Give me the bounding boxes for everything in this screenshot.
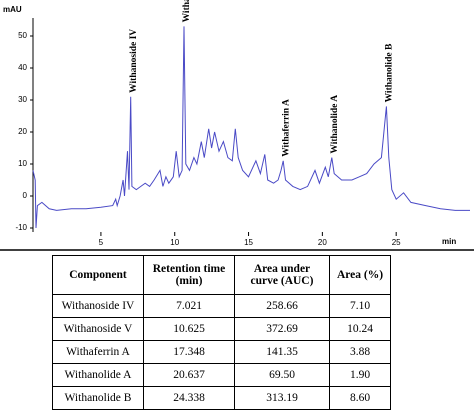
table-cell: Withaferrin A bbox=[52, 340, 144, 364]
table-cell: 7.10 bbox=[329, 294, 391, 318]
table-cell: 1.90 bbox=[329, 363, 391, 387]
y-tick-label: 40 bbox=[18, 63, 27, 72]
table-cell: 8.60 bbox=[329, 386, 391, 410]
table-cell: 372.69 bbox=[234, 317, 330, 341]
table-row: Withanoside IV 7.021 258.66 7.10 bbox=[52, 294, 391, 318]
table-cell: 258.66 bbox=[234, 294, 330, 318]
table-row: Withanolide A 20.637 69.50 1.90 bbox=[52, 363, 391, 387]
table-cell: 313.19 bbox=[234, 386, 330, 410]
table-row: Withanolide B 24.338 313.19 8.60 bbox=[52, 386, 391, 410]
x-tick-label: 25 bbox=[392, 238, 401, 247]
y-tick-label: 10 bbox=[18, 159, 27, 168]
header-cell: Area under curve (AUC) bbox=[234, 255, 330, 295]
trace bbox=[32, 26, 470, 229]
header-cell: Component bbox=[52, 255, 144, 295]
table-cell: 7.021 bbox=[143, 294, 235, 318]
header-row: Component Retention time (min) Area unde… bbox=[52, 255, 391, 295]
table-cell: 10.24 bbox=[329, 317, 391, 341]
chart: mAU min -10 0 10 20 30 40 50 5 10 15 20 25 Withanosi… bbox=[0, 0, 474, 251]
peak-label: Withanoside V bbox=[182, 0, 192, 22]
results-table: Component Retention time (min) Area unde… bbox=[52, 255, 391, 410]
y-tick-label: 30 bbox=[18, 95, 27, 104]
table-row: Withanoside V 10.625 372.69 10.24 bbox=[52, 317, 391, 341]
table-cell: Withanoside IV bbox=[52, 294, 144, 318]
header-cell: Area (%) bbox=[329, 255, 391, 295]
x-tick-label: 20 bbox=[318, 238, 327, 247]
table-cell: Withanolide B bbox=[52, 386, 144, 410]
table-row: Withaferrin A 17.348 141.35 3.88 bbox=[52, 340, 391, 364]
x-axis-label: min bbox=[442, 237, 456, 246]
table-body: Withanoside IV 7.021 258.66 7.10 Withanoside… bbox=[52, 294, 391, 410]
y-tick-label: 50 bbox=[18, 31, 27, 40]
x-tick-label: 10 bbox=[170, 238, 179, 247]
table-cell: 20.637 bbox=[143, 363, 235, 387]
table-cell: Withanoside V bbox=[52, 317, 144, 341]
x-tick-label: 15 bbox=[244, 238, 253, 247]
table-cell: Withanolide A bbox=[52, 363, 144, 387]
y-axis-label: mAU bbox=[3, 5, 22, 14]
table-cell: 3.88 bbox=[329, 340, 391, 364]
header-cell: Retention time (min) bbox=[143, 255, 235, 295]
y-tick-label: -10 bbox=[15, 223, 27, 232]
x-tick-label: 5 bbox=[99, 238, 104, 247]
y-tick-label: 0 bbox=[23, 191, 28, 200]
table-cell: 69.50 bbox=[234, 363, 330, 387]
table-cell: 141.35 bbox=[234, 340, 330, 364]
table-cell: 17.348 bbox=[143, 340, 235, 364]
y-tick-label: 20 bbox=[18, 127, 27, 136]
peak-label: Withaferrin A bbox=[281, 99, 291, 157]
table-cell: 10.625 bbox=[143, 317, 235, 341]
table-cell: 24.338 bbox=[143, 386, 235, 410]
peak-label: Withanoside IV bbox=[129, 29, 139, 93]
peak-label: Withanolide A bbox=[330, 95, 340, 154]
peak-label: Withanolide B bbox=[385, 43, 395, 102]
